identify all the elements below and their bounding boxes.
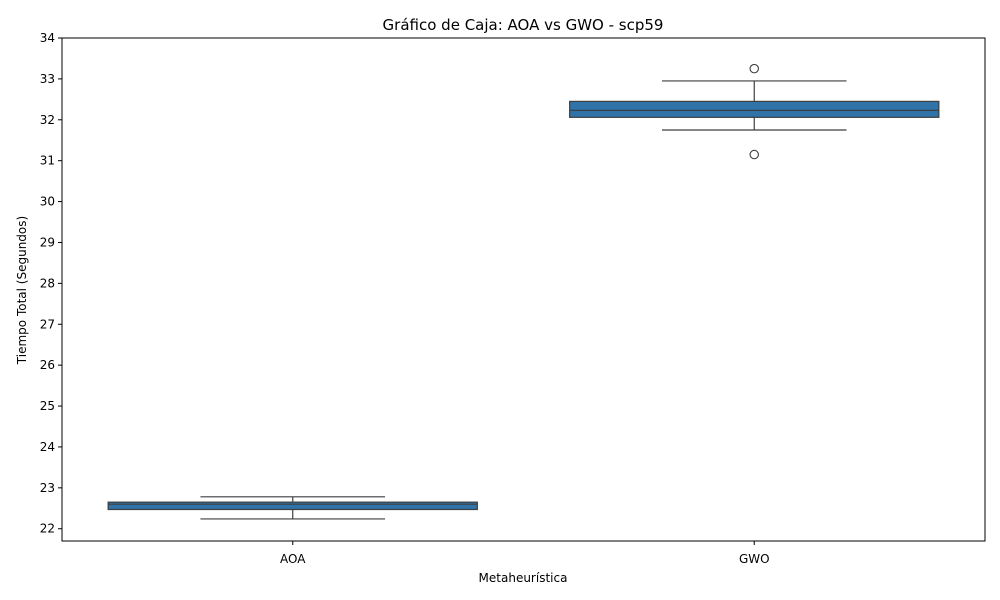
outlier-point xyxy=(749,149,759,160)
y-tick-label: 33 xyxy=(40,72,55,86)
x-axis-title: Metaheurística xyxy=(479,571,568,585)
outlier-point xyxy=(749,63,759,74)
x-tick-label: AOA xyxy=(280,552,306,566)
x-tick-label: GWO xyxy=(739,552,770,566)
y-tick-label: 31 xyxy=(40,154,55,168)
chart-title: Gráfico de Caja: AOA vs GWO - scp59 xyxy=(383,16,664,34)
y-tick-label: 26 xyxy=(40,358,55,372)
y-tick-label: 27 xyxy=(40,317,55,331)
y-tick-label: 25 xyxy=(40,399,55,413)
box-iqr xyxy=(107,501,478,511)
plot-area xyxy=(61,37,986,542)
plot-frame xyxy=(61,37,986,542)
x-axis: AOA GWO xyxy=(280,541,770,566)
y-tick-label: 22 xyxy=(40,522,55,536)
box-aoa xyxy=(107,496,478,520)
y-tick-label: 28 xyxy=(40,276,55,290)
box-gwo xyxy=(569,63,940,160)
y-tick-label: 34 xyxy=(40,31,55,45)
y-tick-label: 29 xyxy=(40,235,55,249)
y-tick-label: 30 xyxy=(40,195,55,209)
y-axis: 22 23 24 25 26 27 28 29 30 31 32 33 34 xyxy=(40,31,62,536)
box-iqr xyxy=(569,100,940,118)
y-tick-label: 23 xyxy=(40,481,55,495)
y-axis-title: Tiempo Total (Segundos) xyxy=(15,216,29,365)
y-tick-label: 24 xyxy=(40,440,55,454)
y-tick-label: 32 xyxy=(40,113,55,127)
